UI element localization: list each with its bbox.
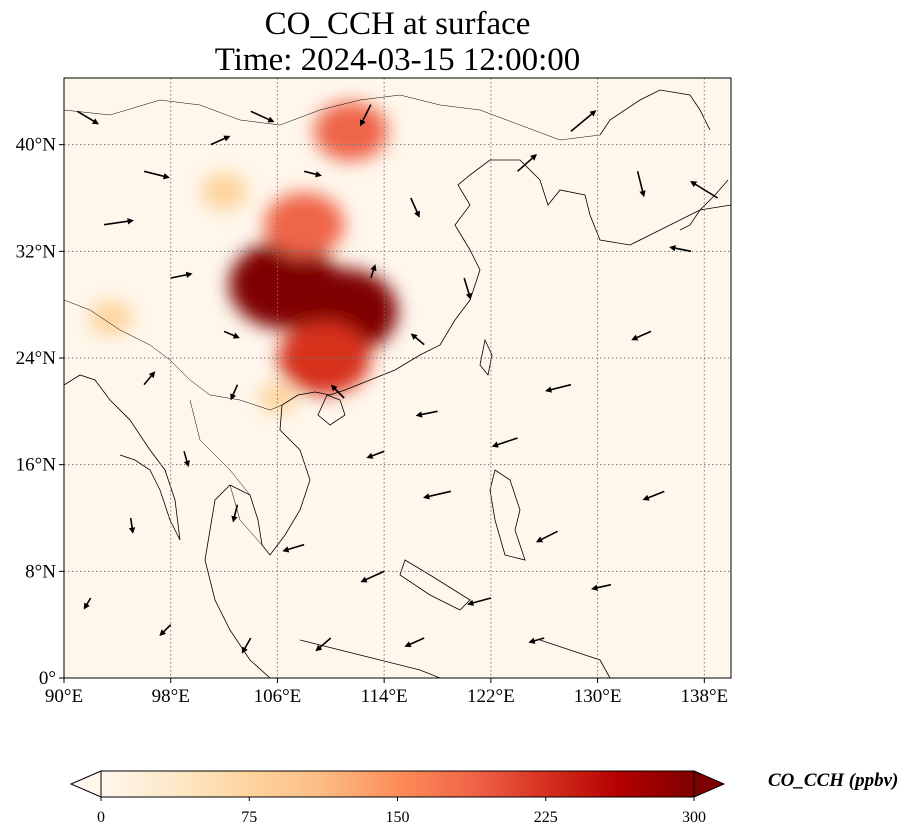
wind-arrow	[76, 110, 99, 125]
lon-tick-label: 98°E	[152, 686, 190, 707]
wind-arrow	[183, 451, 190, 468]
wind-arrow	[330, 384, 345, 399]
map-background	[64, 78, 731, 678]
colorbar-tick-label: 225	[534, 809, 558, 826]
lon-tick-label: 90°E	[45, 686, 83, 707]
lat-tick-label: 16°N	[16, 455, 57, 476]
lon-tick-label: 138°E	[680, 686, 728, 707]
co-plume	[264, 192, 345, 257]
wind-arrow	[159, 624, 172, 637]
colorbar-label: CO_CCH (ppbv)	[768, 770, 899, 791]
lat-tick-label: 8°N	[25, 561, 56, 582]
colorbar-tick-label: 75	[241, 809, 257, 826]
wind-arrow	[422, 490, 452, 500]
country-borders	[64, 94, 601, 546]
wind-arrow	[230, 384, 239, 401]
lat-tick-label: 40°N	[16, 135, 57, 156]
co-plume	[313, 101, 388, 161]
wind-arrow	[250, 110, 275, 123]
map-frame	[63, 77, 732, 679]
wind-arrow	[128, 517, 136, 534]
wind-arrow	[223, 330, 240, 339]
chart-title: CO_CCH at surface	[264, 6, 531, 42]
wind-arrow	[669, 245, 692, 253]
wind-arrow	[642, 490, 665, 501]
lon-tick-label: 114°E	[361, 686, 408, 707]
wind-arrow	[231, 504, 239, 523]
wind-arrow	[467, 597, 492, 606]
wind-arrow	[517, 154, 537, 172]
co-plume	[88, 300, 133, 336]
wind-arrow	[535, 530, 558, 543]
wind-arrow	[359, 104, 372, 127]
wind-arrow	[491, 437, 518, 448]
wind-arrow	[315, 637, 332, 652]
colorbar-ticks: 0 75 150 225 300	[97, 797, 706, 826]
colorbar-tick-label: 150	[386, 809, 410, 826]
wind-arrow	[143, 170, 170, 180]
colorbar: 0 75 150 225 300	[69, 770, 726, 826]
latitude-tick-labels: 0° 8°N 16°N 24°N 32°N 40°N	[16, 135, 64, 689]
colorbar-extend-min	[69, 770, 102, 798]
graticule	[64, 78, 731, 678]
wind-arrow	[545, 383, 572, 393]
wind-arrow	[415, 410, 438, 418]
lat-tick-label: 24°N	[16, 348, 57, 369]
lon-tick-label: 130°E	[574, 686, 622, 707]
lon-tick-label: 122°E	[467, 686, 515, 707]
co-plume	[200, 172, 248, 211]
longitude-tick-labels: 90°E 98°E 106°E 114°E 122°E 130°E 138°E	[45, 678, 728, 707]
wind-arrow	[690, 180, 719, 199]
wind-arrow	[528, 637, 545, 644]
colorbar-extend-max	[693, 770, 726, 798]
wind-arrow	[636, 171, 646, 198]
wind-arrow	[103, 218, 134, 226]
wind-arrow	[360, 570, 385, 583]
wind-arrow	[463, 277, 472, 300]
wind-arrow	[303, 170, 322, 178]
colorbar-tick-label: 0	[97, 809, 105, 826]
chart-subtitle-time: Time: 2024-03-15 12:00:00	[214, 42, 581, 78]
wind-arrow	[591, 583, 612, 591]
wind-arrow	[241, 637, 252, 654]
wind-arrow	[210, 135, 231, 146]
wind-arrow	[83, 597, 92, 610]
wind-arrow	[410, 197, 420, 218]
wind-arrow	[410, 333, 425, 346]
wind-arrow	[404, 637, 425, 648]
wind-arrow	[370, 264, 377, 279]
co-concentration-field	[88, 101, 398, 414]
wind-arrow	[143, 371, 156, 386]
wind-arrow	[631, 330, 652, 341]
coastlines	[64, 89, 731, 678]
lat-tick-label: 0°	[39, 668, 56, 689]
wind-vectors	[76, 104, 719, 654]
wind-arrow	[282, 543, 305, 553]
colorbar-gradient	[101, 771, 694, 797]
wind-arrow	[170, 271, 193, 279]
wind-arrow	[366, 450, 385, 459]
lon-tick-label: 106°E	[254, 686, 302, 707]
colorbar-tick-label: 300	[682, 809, 706, 826]
lat-tick-label: 32°N	[16, 241, 57, 262]
wind-arrow	[570, 110, 597, 132]
